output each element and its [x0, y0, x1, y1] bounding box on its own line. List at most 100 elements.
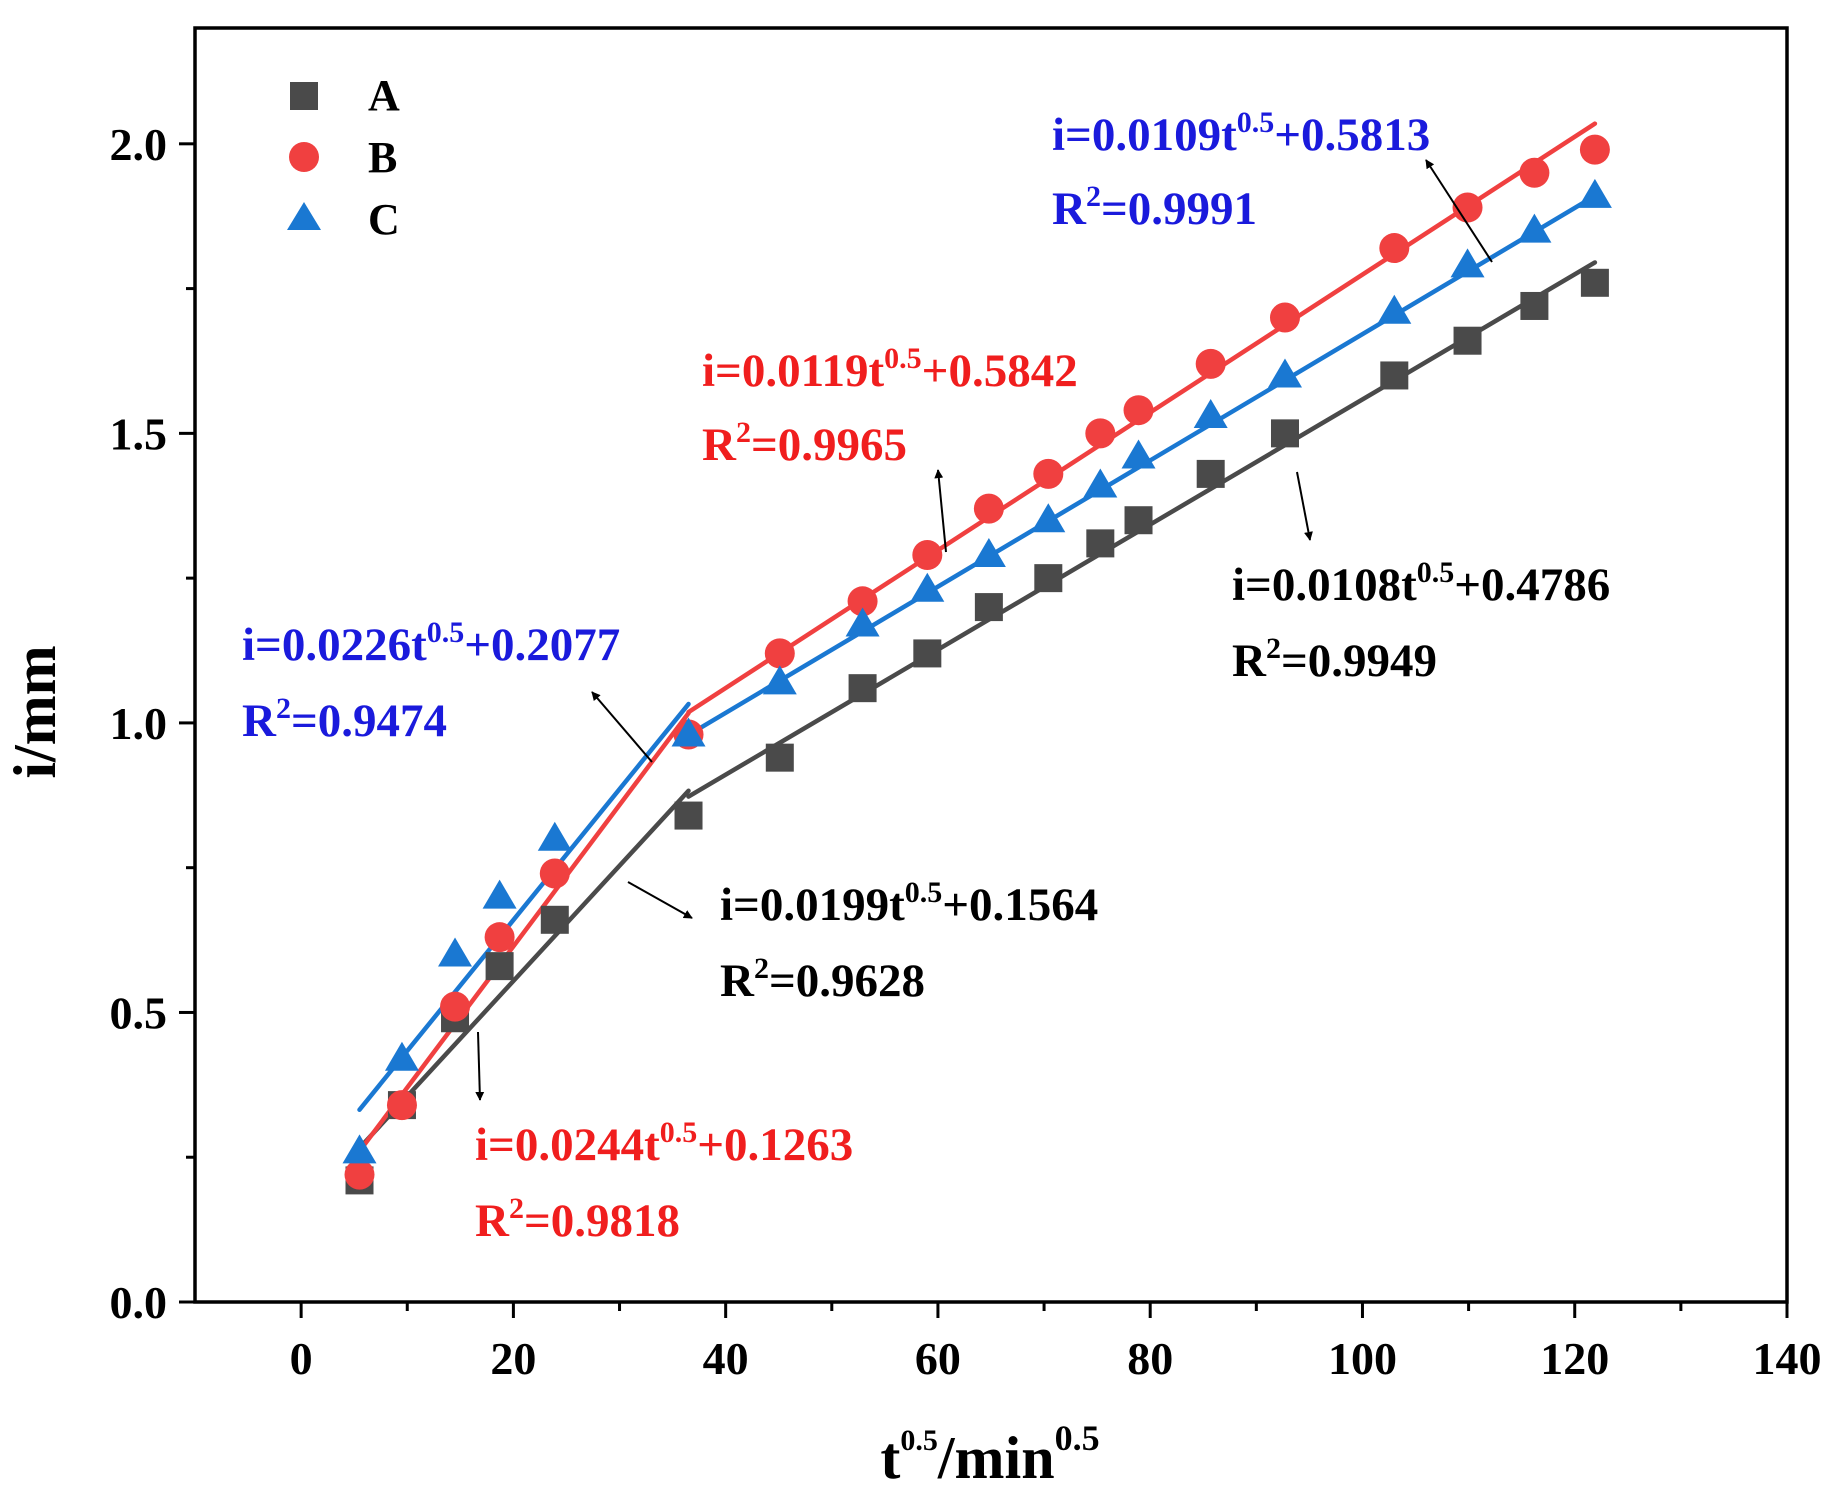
data-point-b	[973, 493, 1004, 524]
data-point-a	[1196, 459, 1225, 488]
annotation-c-seg2-r2: R2=0.9991	[1052, 180, 1257, 235]
x-axis-title-rest: /min	[937, 1425, 1055, 1491]
legend-marker-b	[289, 142, 319, 172]
arrow-b-seg2	[934, 469, 947, 553]
data-point-a	[1520, 291, 1549, 320]
data-point-b	[344, 1159, 375, 1190]
y-tick-label: 1.5	[110, 408, 168, 459]
data-point-c	[1031, 503, 1066, 533]
x-axis-title-base: t	[880, 1425, 900, 1491]
data-point-c	[845, 607, 880, 637]
data-point-c	[671, 717, 706, 747]
data-point-b	[912, 539, 943, 570]
data-point-a	[1124, 506, 1153, 535]
data-point-c	[482, 879, 517, 909]
data-point-c	[1121, 439, 1156, 469]
data-point-c	[1517, 213, 1552, 243]
data-point-c	[1193, 398, 1228, 428]
x-axis-title-base-sup: 0.5	[900, 1424, 938, 1457]
fit-annotations: i=0.0109t0.5+0.5813 R2=0.9991 i=0.0119t0…	[242, 106, 1610, 1247]
plot-frame	[193, 26, 1789, 1304]
legend-marker-a	[290, 82, 318, 110]
annotation-arrows	[475, 159, 1493, 1101]
data-point-a	[848, 674, 877, 703]
data-point-c	[1577, 178, 1612, 208]
x-tick-label: 120	[1540, 1333, 1609, 1384]
arrow-c-seg2	[1425, 159, 1493, 263]
data-point-a	[1453, 326, 1482, 355]
data-point-b	[847, 586, 878, 617]
fit-line-c-1	[357, 701, 691, 1112]
data-point-a	[1380, 361, 1409, 390]
data-point-a	[1270, 419, 1299, 448]
data-markers	[342, 134, 1612, 1195]
data-point-c	[971, 537, 1006, 567]
axis-ticks: 0 20 40 60 80 100 120 140 0.0 0.5 1.0 1.5 2.0	[110, 119, 1822, 1384]
data-point-c	[1377, 294, 1412, 324]
arrow-b-seg1	[475, 1031, 485, 1101]
y-tick-label: 2.0	[110, 119, 168, 170]
data-point-c	[1267, 358, 1302, 388]
x-axis-title-rest-sup: 0.5	[1055, 1418, 1100, 1458]
annotation-b-seg1-equation: i=0.0244t0.5+0.1263	[475, 1116, 853, 1171]
data-point-b	[1269, 302, 1300, 333]
y-tick-label: 0.5	[110, 987, 168, 1038]
arrow-a-seg1	[627, 881, 693, 919]
y-tick-label: 0.0	[110, 1277, 168, 1328]
fit-line-b-1	[357, 710, 691, 1154]
data-point-c	[762, 665, 797, 695]
data-point-a	[913, 639, 942, 668]
y-axis-title: i/mm	[2, 645, 68, 778]
x-tick-label: 140	[1753, 1333, 1822, 1384]
x-tick-label: 20	[490, 1333, 536, 1384]
legend-label-c: C	[368, 195, 400, 244]
legend-label-a: A	[368, 71, 400, 120]
data-point-c	[438, 937, 473, 967]
x-tick-label: 60	[915, 1333, 961, 1384]
y-tick-label: 1.0	[110, 698, 168, 749]
data-point-a	[974, 593, 1003, 622]
data-point-a	[1580, 268, 1609, 297]
data-point-b	[1519, 157, 1550, 188]
data-point-b	[1452, 192, 1483, 223]
arrow-a-seg2	[1296, 471, 1313, 541]
annotation-b-seg1-r2: R2=0.9818	[475, 1192, 680, 1247]
x-axis-title: t0.5/min0.5	[880, 1418, 1099, 1491]
annotation-c-seg1-r2: R2=0.9474	[242, 692, 447, 747]
x-tick-label: 0	[290, 1333, 313, 1384]
data-point-a	[765, 743, 794, 772]
data-point-a	[1086, 529, 1115, 558]
data-point-b	[1085, 418, 1116, 449]
x-tick-label: 100	[1328, 1333, 1397, 1384]
data-point-c	[384, 1041, 419, 1071]
data-point-c	[1083, 468, 1118, 498]
annotation-b-seg2-equation: i=0.0119t0.5+0.5842	[702, 342, 1078, 397]
data-point-b	[440, 991, 471, 1022]
annotation-c-seg2-equation: i=0.0109t0.5+0.5813	[1052, 106, 1430, 161]
data-point-b	[1195, 348, 1226, 379]
data-point-a	[1034, 564, 1063, 593]
data-point-b	[1033, 458, 1064, 489]
annotation-a-seg1-equation: i=0.0199t0.5+0.1564	[720, 876, 1098, 931]
annotation-a-seg2-r2: R2=0.9949	[1232, 632, 1437, 687]
data-point-c	[1450, 248, 1485, 278]
data-point-b	[1579, 134, 1610, 165]
data-point-c	[537, 821, 572, 851]
fit-line-a-1	[357, 788, 691, 1151]
data-point-b	[764, 638, 795, 669]
annotation-a-seg2-equation: i=0.0108t0.5+0.4786	[1232, 556, 1610, 611]
data-point-b	[539, 858, 570, 889]
annotation-b-seg2-r2: R2=0.9965	[702, 416, 907, 471]
annotation-a-seg1-r2: R2=0.9628	[720, 952, 925, 1007]
data-point-b	[1379, 233, 1410, 264]
legend-marker-c	[287, 202, 321, 230]
data-point-b	[1123, 395, 1154, 426]
legend-label-b: B	[368, 133, 397, 182]
data-point-a	[540, 905, 569, 934]
legend: A B C	[287, 71, 400, 244]
x-tick-label: 40	[703, 1333, 749, 1384]
x-tick-label: 80	[1127, 1333, 1173, 1384]
data-point-b	[386, 1090, 417, 1121]
annotation-c-seg1-equation: i=0.0226t0.5+0.2077	[242, 616, 620, 671]
